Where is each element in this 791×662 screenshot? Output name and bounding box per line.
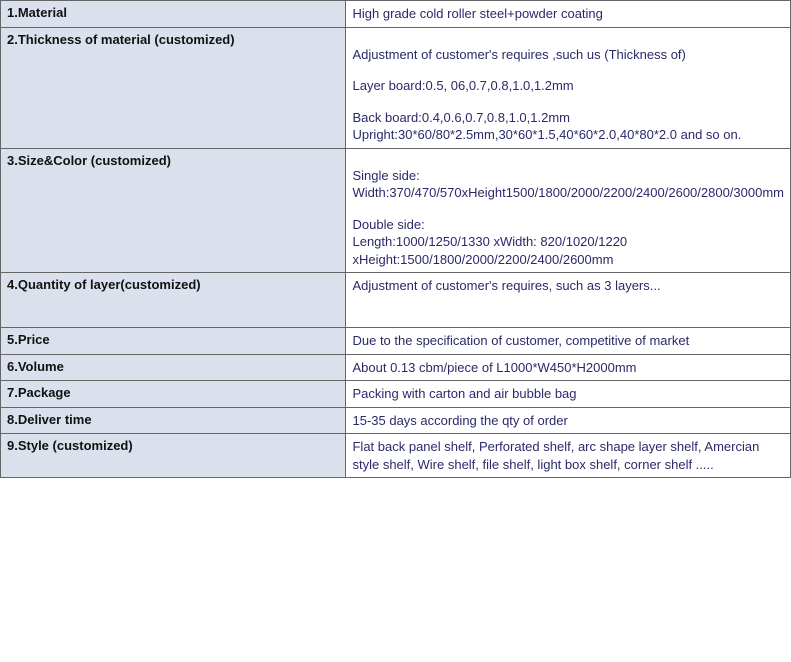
spec-table: 1.Material High grade cold roller steel+p… bbox=[0, 0, 791, 478]
spec-value-line: Upright:30*60/80*2.5mm,30*60*1.5,40*60*2… bbox=[352, 126, 784, 144]
blank-line bbox=[352, 32, 784, 46]
spec-value: 15-35 days according the qty of order bbox=[346, 407, 791, 434]
spec-label: 9.Style (customized) bbox=[1, 434, 346, 478]
spec-value-line: Single side: bbox=[352, 167, 784, 185]
blank-line bbox=[352, 63, 784, 77]
spec-label: 3.Size&Color (customized) bbox=[1, 148, 346, 273]
spec-label: 7.Package bbox=[1, 381, 346, 408]
spec-value-line: Due to the specification of customer, co… bbox=[352, 332, 784, 350]
spec-value-line: 15-35 days according the qty of order bbox=[352, 412, 784, 430]
spec-value-line: Width:370/470/570xHeight1500/1800/2000/2… bbox=[352, 184, 784, 202]
table-row: 3.Size&Color (customized)Single side:Wid… bbox=[1, 148, 791, 273]
table-row: 1.Material High grade cold roller steel+p… bbox=[1, 1, 791, 28]
table-row: 5.Price Due to the specification of custo… bbox=[1, 328, 791, 355]
spec-value: Adjustment of customer's requires ,such … bbox=[346, 27, 791, 148]
spec-value: Adjustment of customer's requires, such … bbox=[346, 273, 791, 328]
table-row: 2.Thickness of material (customized) Adju… bbox=[1, 27, 791, 148]
spec-value-line: Adjustment of customer's requires ,such … bbox=[352, 46, 784, 64]
spec-value: Single side:Width:370/470/570xHeight1500… bbox=[346, 148, 791, 273]
spec-value-line: Adjustment of customer's requires, such … bbox=[352, 277, 784, 295]
spec-value: About 0.13 cbm/piece of L1000*W450*H2000… bbox=[346, 354, 791, 381]
table-row: 7.Package Packing with carton and air bub… bbox=[1, 381, 791, 408]
table-row: 8.Deliver time 15-35 days according the q… bbox=[1, 407, 791, 434]
spec-table-body: 1.Material High grade cold roller steel+p… bbox=[1, 1, 791, 478]
spec-label: 8.Deliver time bbox=[1, 407, 346, 434]
table-row: 9.Style (customized) Flat back panel she… bbox=[1, 434, 791, 478]
spec-label: 2.Thickness of material (customized) bbox=[1, 27, 346, 148]
spec-label: 6.Volume bbox=[1, 354, 346, 381]
spec-value: Packing with carton and air bubble bag bbox=[346, 381, 791, 408]
spec-value: Flat back panel shelf, Perforated shelf,… bbox=[346, 434, 791, 478]
spec-value-line: About 0.13 cbm/piece of L1000*W450*H2000… bbox=[352, 359, 784, 377]
spec-value-line: High grade cold roller steel+powder coat… bbox=[352, 5, 784, 23]
blank-line bbox=[352, 309, 784, 323]
blank-line bbox=[352, 153, 784, 167]
spec-value-line: Back board:0.4,0.6,0.7,0.8,1.0,1.2mm bbox=[352, 109, 784, 127]
spec-value: High grade cold roller steel+powder coat… bbox=[346, 1, 791, 28]
table-row: 4.Quantity of layer(customized) Adjustmen… bbox=[1, 273, 791, 328]
spec-value-line: Length:1000/1250/1330 xWidth: 820/1020/1… bbox=[352, 233, 784, 268]
blank-line bbox=[352, 95, 784, 109]
spec-label: 5.Price bbox=[1, 328, 346, 355]
spec-value-line: Double side: bbox=[352, 216, 784, 234]
table-row: 6.Volume About 0.13 cbm/piece of L1000*W4… bbox=[1, 354, 791, 381]
blank-line bbox=[352, 295, 784, 309]
spec-value-line: Packing with carton and air bubble bag bbox=[352, 385, 784, 403]
spec-label: 1.Material bbox=[1, 1, 346, 28]
blank-line bbox=[352, 202, 784, 216]
spec-value-line: Layer board:0.5, 06,0.7,0.8,1.0,1.2mm bbox=[352, 77, 784, 95]
spec-value: Due to the specification of customer, co… bbox=[346, 328, 791, 355]
spec-value-line: Flat back panel shelf, Perforated shelf,… bbox=[352, 438, 784, 473]
spec-label: 4.Quantity of layer(customized) bbox=[1, 273, 346, 328]
